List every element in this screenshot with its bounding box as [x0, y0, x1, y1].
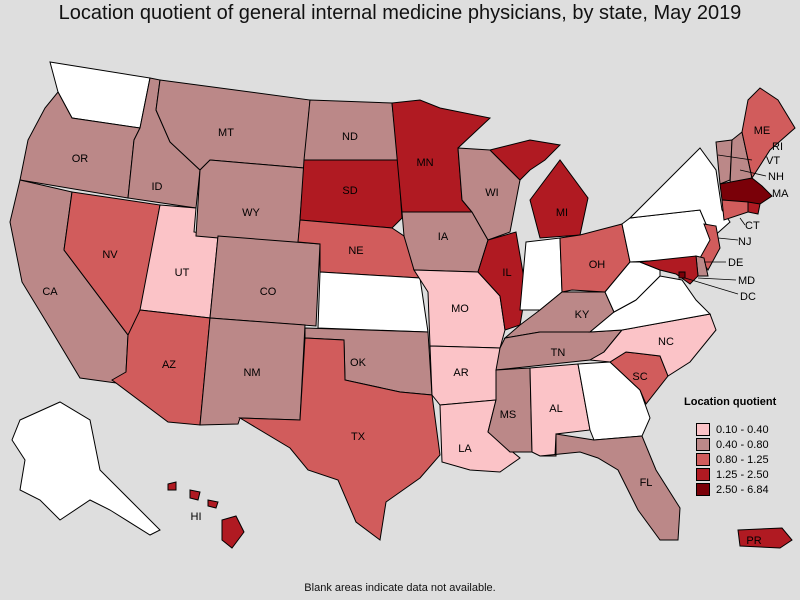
label-WY: WY: [242, 207, 260, 219]
legend-swatch: [696, 468, 710, 481]
label-TX: TX: [351, 431, 366, 443]
label-MT: MT: [218, 127, 234, 139]
label-SC: SC: [632, 371, 647, 383]
state-ND[interactable]: [303, 99, 399, 161]
label-ME: ME: [754, 125, 771, 137]
label-ND: ND: [342, 131, 358, 143]
label-CT: CT: [745, 220, 760, 232]
label-TN: TN: [551, 347, 566, 359]
state-DC[interactable]: [678, 271, 686, 279]
label-AL: AL: [549, 403, 562, 415]
label-HI: HI: [191, 511, 202, 523]
legend-title: Location quotient: [684, 396, 777, 408]
legend-swatch: [696, 483, 710, 496]
legend-item: 1.25 - 2.50: [684, 467, 796, 482]
label-MA: MA: [772, 188, 789, 200]
label-PR: PR: [746, 535, 761, 547]
state-WY[interactable]: [195, 159, 305, 246]
state-KS[interactable]: [317, 271, 429, 333]
label-NE: NE: [348, 245, 363, 257]
label-VT: VT: [766, 155, 780, 167]
label-MS: MS: [500, 409, 517, 421]
label-IA: IA: [438, 231, 449, 243]
label-KY: KY: [575, 309, 590, 321]
legend-swatch: [696, 423, 710, 436]
state-NJ[interactable]: [699, 223, 721, 271]
label-OK: OK: [350, 357, 367, 369]
state-PR[interactable]: [737, 527, 793, 549]
label-SD: SD: [342, 185, 357, 197]
legend-item: 0.10 - 0.40: [684, 422, 796, 437]
label-CO: CO: [260, 286, 277, 298]
map-title: Location quotient of general internal me…: [58, 2, 742, 24]
label-UT: UT: [175, 267, 190, 279]
state-NC[interactable]: [588, 313, 717, 377]
state-TX[interactable]: [238, 337, 441, 541]
label-NC: NC: [658, 336, 674, 348]
label-DE: DE: [728, 257, 743, 269]
label-MD: MD: [738, 275, 755, 287]
state-CO[interactable]: [209, 235, 321, 327]
label-IL: IL: [502, 267, 511, 279]
legend-label: 2.50 - 6.84: [716, 483, 769, 496]
legend-swatch: [696, 453, 710, 466]
label-OR: OR: [72, 153, 89, 165]
legend-item: 2.50 - 6.84: [684, 482, 796, 497]
legend-label: 0.10 - 0.40: [716, 423, 769, 436]
label-AR: AR: [453, 367, 468, 379]
state-MI[interactable]: [489, 139, 589, 239]
legend-swatch: [696, 438, 710, 451]
state-AK[interactable]: [11, 401, 161, 536]
legend-item: 0.80 - 1.25: [684, 452, 796, 467]
label-MO: MO: [451, 303, 469, 315]
label-NV: NV: [102, 249, 118, 261]
label-NJ: NJ: [738, 236, 751, 248]
state-CT[interactable]: [721, 199, 749, 221]
state-IL[interactable]: [477, 231, 527, 331]
label-CA: CA: [42, 286, 58, 298]
legend-label: 1.25 - 2.50: [716, 468, 769, 481]
map-legend: Location quotient 0.10 - 0.40 0.40 - 0.80…: [684, 396, 796, 497]
legend-label: 0.40 - 0.80: [716, 438, 769, 451]
label-OH: OH: [589, 259, 606, 271]
label-MN: MN: [416, 157, 433, 169]
label-RI-outside: RI: [772, 141, 783, 153]
label-NH: NH: [768, 171, 784, 183]
label-WI: WI: [485, 187, 498, 199]
footnote: Blank areas indicate data not available.: [304, 582, 496, 594]
state-VT[interactable]: [715, 139, 733, 185]
legend-item: 0.40 - 0.80: [684, 437, 796, 452]
state-RI[interactable]: [747, 201, 761, 215]
label-LA: LA: [458, 443, 472, 455]
label-FL: FL: [640, 477, 653, 489]
state-SD[interactable]: [299, 159, 403, 229]
state-FL[interactable]: [539, 433, 681, 541]
label-AZ: AZ: [162, 359, 176, 371]
label-DC: DC: [740, 291, 756, 303]
state-HI[interactable]: [167, 481, 245, 549]
label-NM: NM: [243, 367, 260, 379]
label-MI: MI: [556, 207, 568, 219]
legend-label: 0.80 - 1.25: [716, 453, 769, 466]
label-ID: ID: [152, 181, 163, 193]
